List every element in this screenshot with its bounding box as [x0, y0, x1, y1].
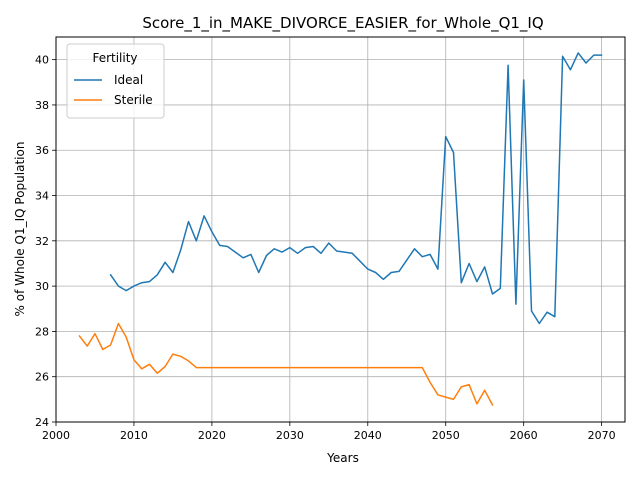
- plot-frame: [55, 36, 626, 423]
- y-tick-label: 36: [35, 144, 49, 157]
- series-lines: [78, 52, 603, 406]
- y-tick-label: 38: [35, 99, 49, 112]
- y-axis-label: % of Whole Q1_IQ Population: [13, 142, 27, 317]
- legend-label-ideal: Ideal: [114, 73, 143, 87]
- series-line-ideal: [109, 52, 603, 325]
- y-tick-label: 34: [35, 190, 49, 203]
- y-tick-label: 30: [35, 280, 49, 293]
- grid: [55, 37, 625, 423]
- legend-label-sterile: Sterile: [114, 93, 153, 107]
- y-axis: 24 26 28 30 32 34 36 38 40: [35, 54, 56, 429]
- series-line-sterile: [78, 322, 494, 406]
- y-tick-label: 40: [35, 54, 49, 67]
- chart-title: Score_1_in_MAKE_DIVORCE_EASIER_for_Whole…: [142, 14, 543, 33]
- x-tick-label: 2010: [120, 429, 148, 442]
- x-tick-label: 2020: [198, 429, 226, 442]
- legend-title: Fertility: [92, 51, 137, 65]
- x-tick-label: 2070: [588, 429, 616, 442]
- x-tick-label: 2030: [276, 429, 304, 442]
- x-tick-label: 2000: [42, 429, 70, 442]
- x-axis-label: Years: [326, 451, 359, 465]
- x-tick-label: 2050: [432, 429, 460, 442]
- x-axis: 2000 2010 2020 2030 2040 2050 2060 2070: [42, 422, 616, 442]
- y-tick-label: 26: [35, 371, 49, 384]
- y-tick-label: 28: [35, 325, 49, 338]
- y-tick-label: 24: [35, 416, 49, 429]
- y-tick-label: 32: [35, 235, 49, 248]
- x-tick-label: 2040: [354, 429, 382, 442]
- legend: Fertility Ideal Sterile: [66, 43, 165, 119]
- x-tick-label: 2060: [510, 429, 538, 442]
